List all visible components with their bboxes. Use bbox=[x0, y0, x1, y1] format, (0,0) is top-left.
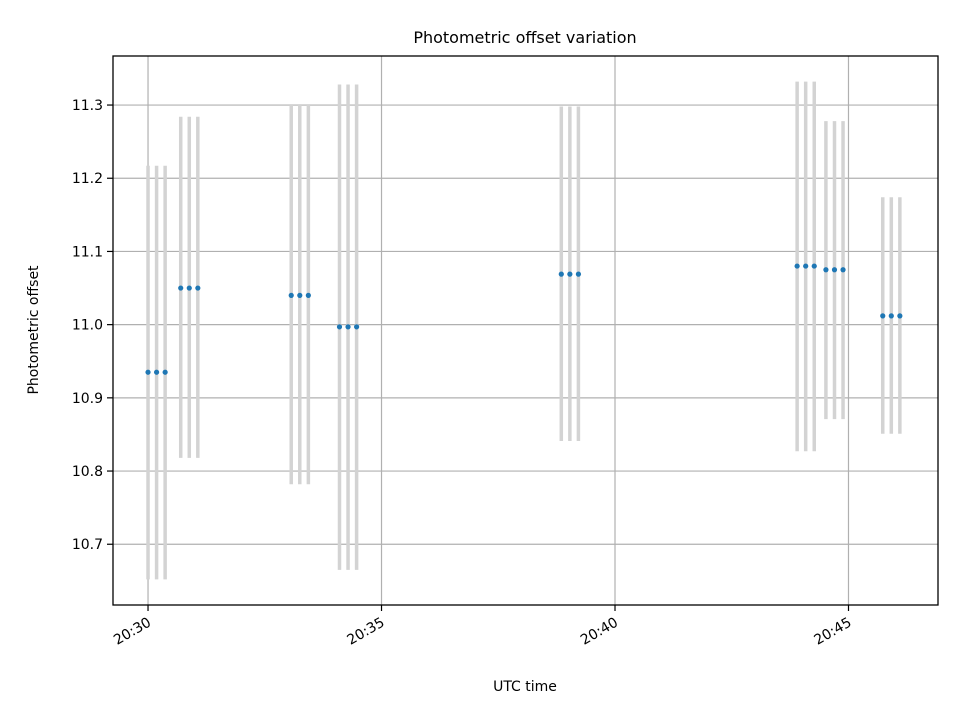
data-point bbox=[823, 267, 829, 273]
y-tick-label: 10.8 bbox=[72, 464, 103, 480]
data-point bbox=[888, 313, 894, 319]
y-tick-label: 10.9 bbox=[72, 391, 103, 407]
data-point bbox=[345, 324, 351, 330]
y-tick-label: 11.3 bbox=[72, 98, 103, 114]
data-point bbox=[186, 285, 192, 291]
y-tick-label: 11.1 bbox=[72, 244, 103, 260]
data-point bbox=[803, 263, 809, 269]
data-point bbox=[575, 271, 582, 277]
data-point bbox=[831, 267, 838, 273]
data-point bbox=[336, 324, 343, 330]
y-tick-label: 10.7 bbox=[72, 537, 103, 553]
y-axis-label: Photometric offset bbox=[26, 265, 42, 395]
plot-frame bbox=[112, 55, 939, 606]
data-point bbox=[195, 285, 201, 291]
x-axis-label: UTC time bbox=[493, 679, 557, 695]
data-point bbox=[794, 263, 800, 269]
data-points bbox=[145, 263, 903, 375]
data-point bbox=[178, 285, 184, 291]
data-point bbox=[897, 313, 903, 319]
data-point bbox=[840, 267, 846, 273]
data-point bbox=[297, 292, 303, 298]
data-point bbox=[558, 271, 564, 277]
y-tick-label: 11.2 bbox=[72, 171, 103, 187]
data-point bbox=[354, 324, 360, 330]
data-point bbox=[567, 271, 573, 277]
y-tick-label: 11.0 bbox=[72, 318, 103, 334]
data-point bbox=[153, 369, 160, 375]
data-point bbox=[305, 292, 311, 298]
data-point bbox=[880, 313, 886, 319]
chart-title: Photometric offset variation bbox=[413, 28, 636, 47]
data-point bbox=[145, 369, 151, 375]
grid bbox=[113, 56, 938, 605]
y-ticks: 10.7 10.8 10.9 11.0 11.1 11.2 11.3 bbox=[72, 98, 113, 553]
data-point bbox=[162, 369, 168, 375]
data-point bbox=[811, 263, 817, 269]
data-point bbox=[288, 292, 294, 298]
